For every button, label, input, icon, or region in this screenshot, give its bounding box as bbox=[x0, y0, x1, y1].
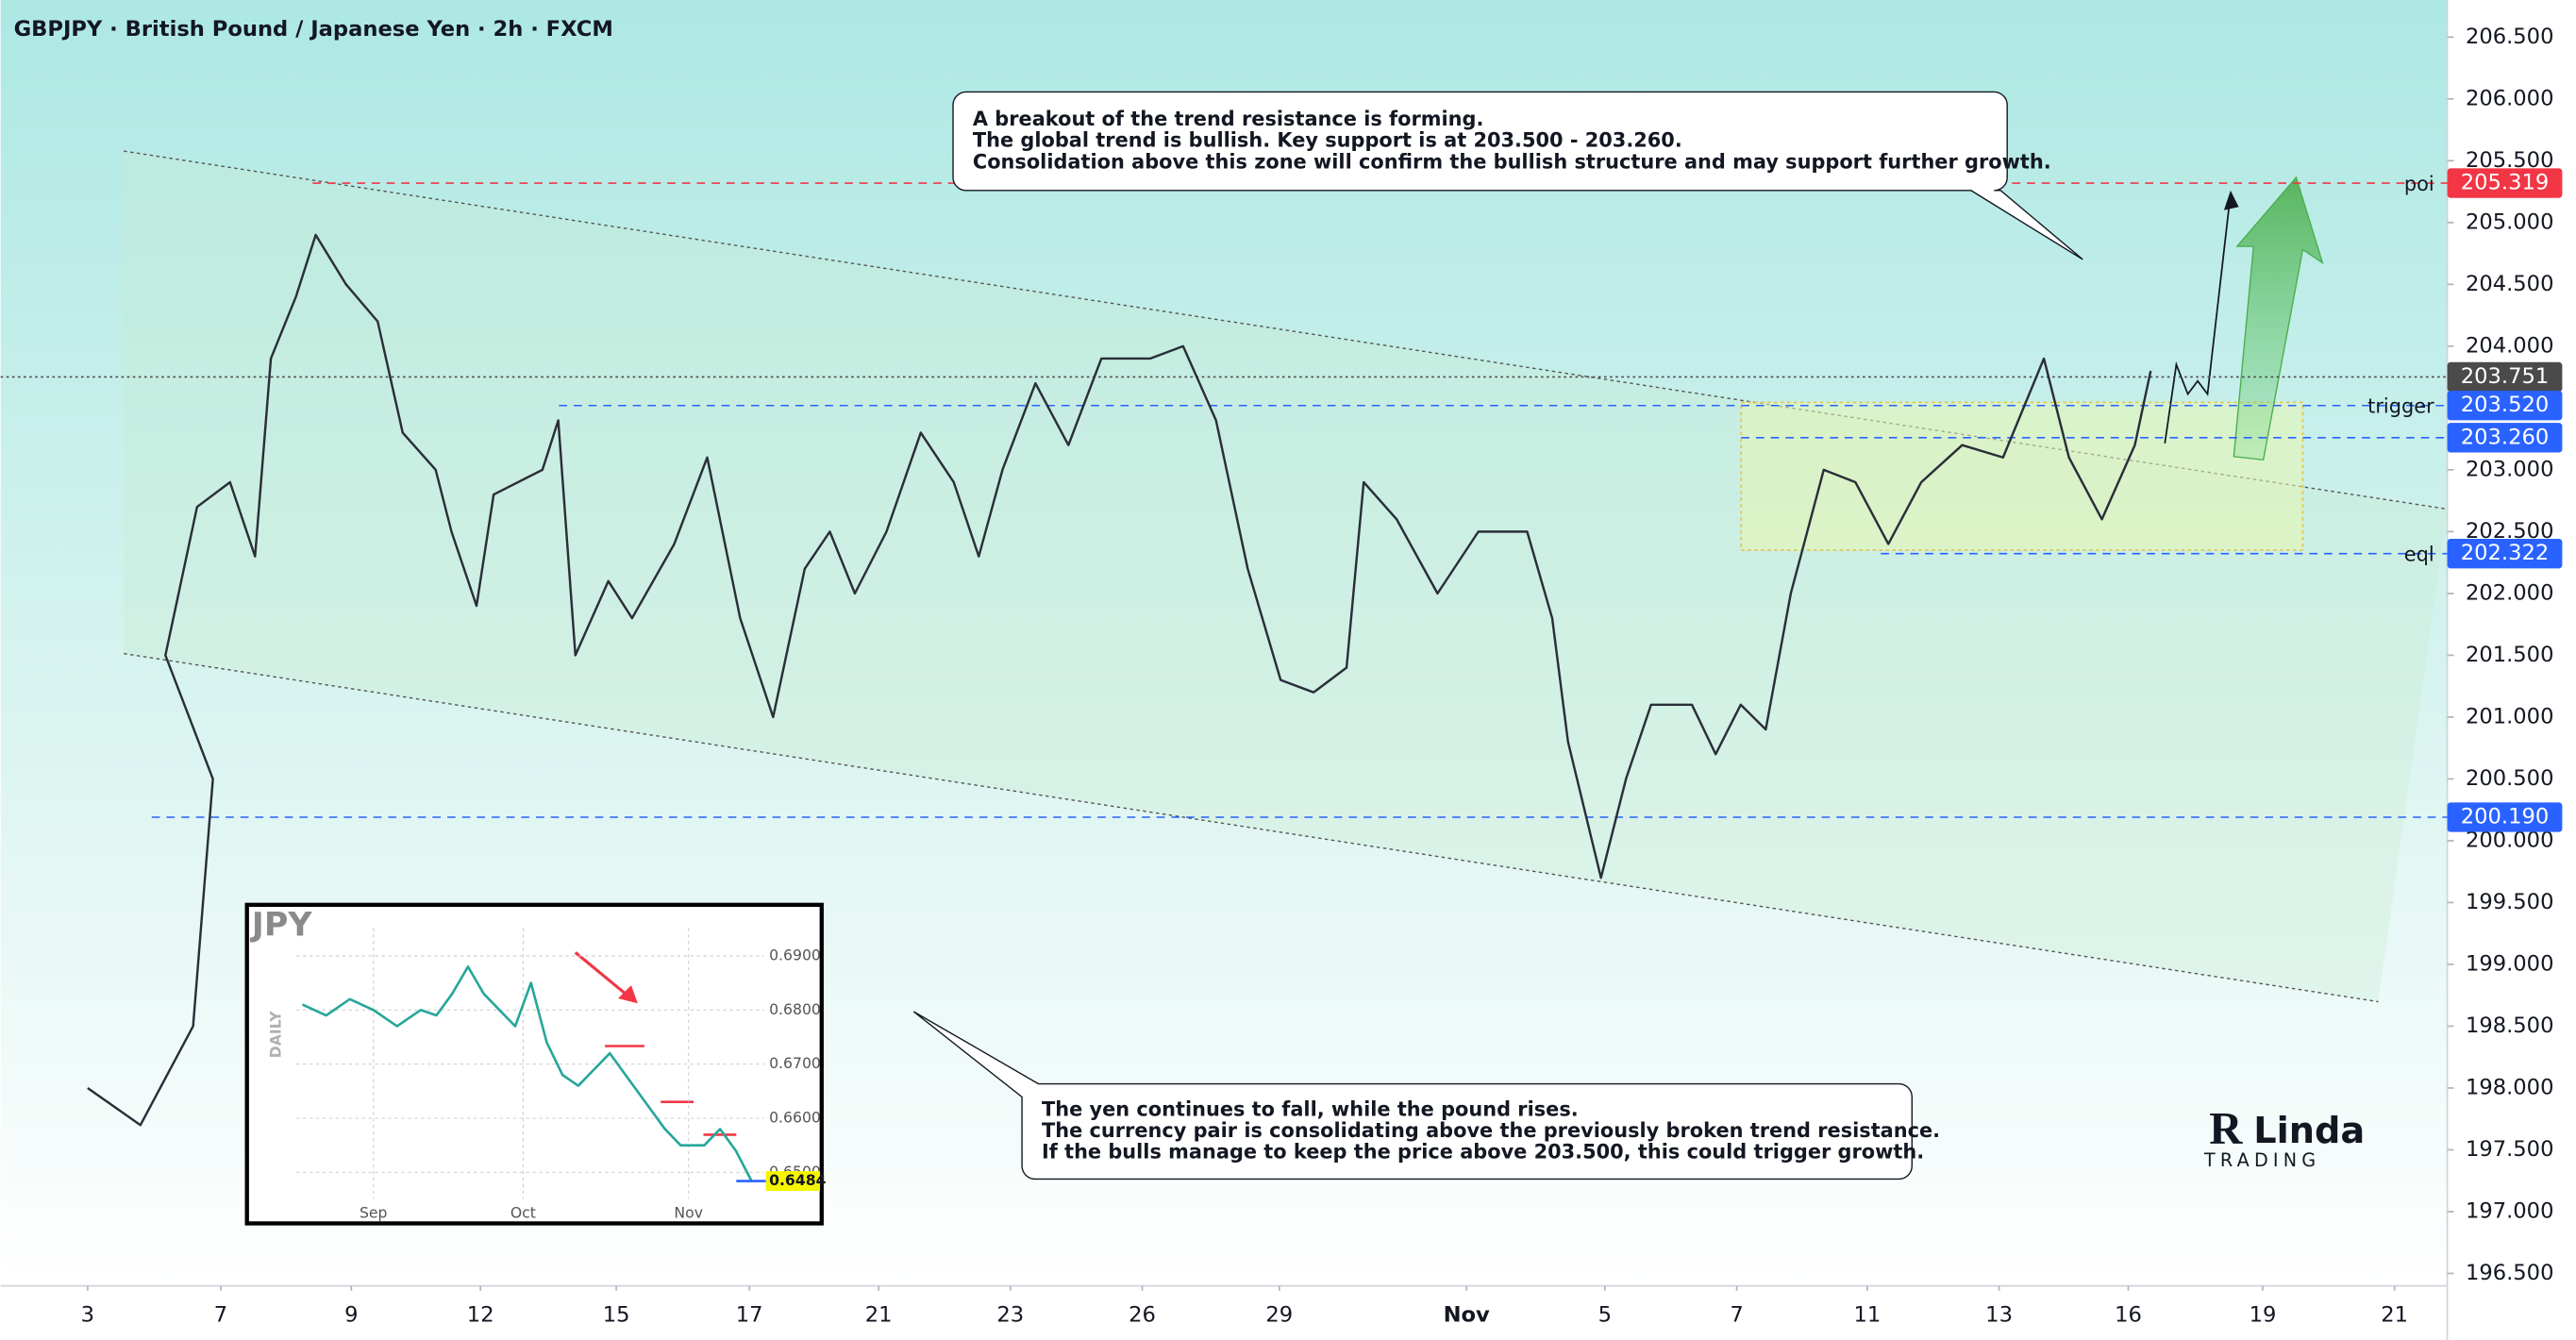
y-tick-label: 197.500 bbox=[2466, 1137, 2554, 1162]
x-tick-label: 7 bbox=[214, 1302, 227, 1327]
y-tick-label: 202.000 bbox=[2466, 580, 2554, 605]
y-tick-label: 206.500 bbox=[2466, 25, 2554, 49]
price-tag bbox=[2447, 802, 2563, 832]
level-name: poi bbox=[2404, 173, 2434, 195]
inset-last-label: 0.6484 bbox=[769, 1171, 827, 1189]
x-tick-label: 26 bbox=[1129, 1302, 1156, 1327]
price-tag-label: 203.260 bbox=[2461, 425, 2550, 449]
trend-line bbox=[124, 652, 2379, 1003]
annotation-text: The currency pair is consolidating above… bbox=[1042, 1119, 1940, 1142]
y-tick-label: 198.000 bbox=[2466, 1075, 2554, 1099]
y-tick-label: 204.000 bbox=[2466, 333, 2554, 358]
callout-box bbox=[952, 91, 2083, 260]
x-tick-label: 16 bbox=[2115, 1302, 2142, 1327]
y-tick-label: 206.000 bbox=[2466, 86, 2554, 110]
annotation-text: A breakout of the trend resistance is fo… bbox=[973, 108, 1484, 130]
growth-arrow bbox=[2233, 176, 2324, 461]
inset-x-tick-label: Nov bbox=[674, 1204, 703, 1222]
price-tag bbox=[2447, 361, 2563, 393]
x-tick-label: 23 bbox=[996, 1302, 1024, 1327]
annotation-text: The global trend is bullish. Key support… bbox=[973, 129, 1682, 152]
x-tick-label: 13 bbox=[1985, 1302, 2013, 1327]
price-tag bbox=[2447, 423, 2563, 453]
inset-x-tick-label: Sep bbox=[360, 1204, 388, 1222]
x-tick-label: 21 bbox=[865, 1302, 893, 1327]
price-tag-label: 202.322 bbox=[2461, 541, 2550, 565]
price-tag bbox=[2447, 539, 2563, 569]
price-line bbox=[87, 233, 2152, 1127]
inset-y-tick-label: 0.6700 bbox=[769, 1054, 821, 1072]
main-layer: poi trigger eql bbox=[0, 173, 2448, 1127]
annotation: The yen continues to fall, while the pou… bbox=[912, 1011, 1940, 1181]
y-tick-label: 198.500 bbox=[2466, 1013, 2554, 1038]
x-tick-label: 9 bbox=[344, 1302, 358, 1327]
y-tick-label: 200.000 bbox=[2466, 828, 2554, 852]
x-tick-label: 17 bbox=[736, 1302, 763, 1327]
inset-arrowhead bbox=[618, 985, 638, 1004]
x-tick-label: 19 bbox=[2250, 1302, 2277, 1327]
y-tick-label: 200.500 bbox=[2466, 766, 2554, 791]
y-tick-label: 197.000 bbox=[2466, 1198, 2554, 1223]
y-tick-label: 205.000 bbox=[2466, 209, 2554, 234]
x-tick-label: 7 bbox=[1730, 1302, 1743, 1327]
annotation-text: The yen continues to fall, while the pou… bbox=[1042, 1097, 1579, 1120]
x-tick-label: 3 bbox=[81, 1302, 94, 1327]
projection-arrowhead bbox=[2223, 190, 2239, 210]
logo-mark: R bbox=[2209, 1103, 2243, 1154]
y-tick-label: 199.500 bbox=[2466, 890, 2554, 914]
x-tick-label: 11 bbox=[1853, 1302, 1881, 1327]
price-tag-label: 203.751 bbox=[2461, 364, 2550, 389]
annotation: A breakout of the trend resistance is fo… bbox=[952, 91, 2083, 260]
x-tick-label: Nov bbox=[1444, 1302, 1490, 1327]
logo: R Linda TRADING bbox=[2203, 1103, 2365, 1171]
annotation-text: If the bulls manage to keep the price ab… bbox=[1042, 1141, 1924, 1164]
y-tick-label: 204.500 bbox=[2466, 272, 2554, 296]
inset-y-tick-label: 0.6900 bbox=[769, 946, 821, 963]
y-tick-label: 199.000 bbox=[2466, 951, 2554, 976]
inset-title: JPY bbox=[250, 906, 312, 944]
inset-last-tag bbox=[765, 1171, 821, 1191]
logo-sub: TRADING bbox=[2203, 1149, 2320, 1171]
x-tick-label: 15 bbox=[603, 1302, 630, 1327]
price-tag bbox=[2447, 391, 2563, 421]
y-tick-label: 196.500 bbox=[2466, 1261, 2554, 1285]
price-tag-label: 203.520 bbox=[2461, 393, 2550, 417]
y-tick-label: 201.500 bbox=[2466, 643, 2554, 667]
x-tick-label: 5 bbox=[1598, 1302, 1612, 1327]
y-tick-label: 201.000 bbox=[2466, 704, 2554, 729]
price-tag-label: 200.190 bbox=[2461, 805, 2550, 829]
support-zone bbox=[1740, 401, 2304, 551]
level-name: trigger bbox=[2367, 394, 2434, 417]
price-axis-panel bbox=[2447, 0, 2576, 1340]
logo-name: Linda bbox=[2253, 1110, 2365, 1152]
price-tag bbox=[2447, 168, 2563, 198]
inset-arrow bbox=[574, 951, 632, 1000]
annotation-text: Consolidation above this zone will confi… bbox=[973, 150, 2051, 173]
chart-title: GBPJPY · British Pound / Japanese Yen · … bbox=[14, 17, 613, 42]
x-tick-label: 12 bbox=[467, 1302, 494, 1327]
inset-y-tick-label: 0.6600 bbox=[769, 1108, 821, 1126]
x-tick-label: 29 bbox=[1265, 1302, 1293, 1327]
callout-box bbox=[912, 1011, 1913, 1181]
price-tag-label: 205.319 bbox=[2461, 171, 2550, 195]
x-tick-label: 21 bbox=[2381, 1302, 2408, 1327]
level-name: eql bbox=[2404, 543, 2434, 565]
inset-axis-label: DAILY bbox=[267, 1011, 285, 1058]
inset-chart: JPY DAILY 0.65000.66000.67000.68000.6900… bbox=[244, 902, 827, 1226]
time-axis-panel bbox=[0, 1285, 2448, 1340]
channel-fill bbox=[124, 151, 2448, 1002]
price-line bbox=[302, 965, 753, 1182]
inset-x-tick-label: Oct bbox=[510, 1204, 536, 1222]
inset-y-tick-label: 0.6800 bbox=[769, 1000, 821, 1018]
y-tick-label: 203.000 bbox=[2466, 457, 2554, 481]
